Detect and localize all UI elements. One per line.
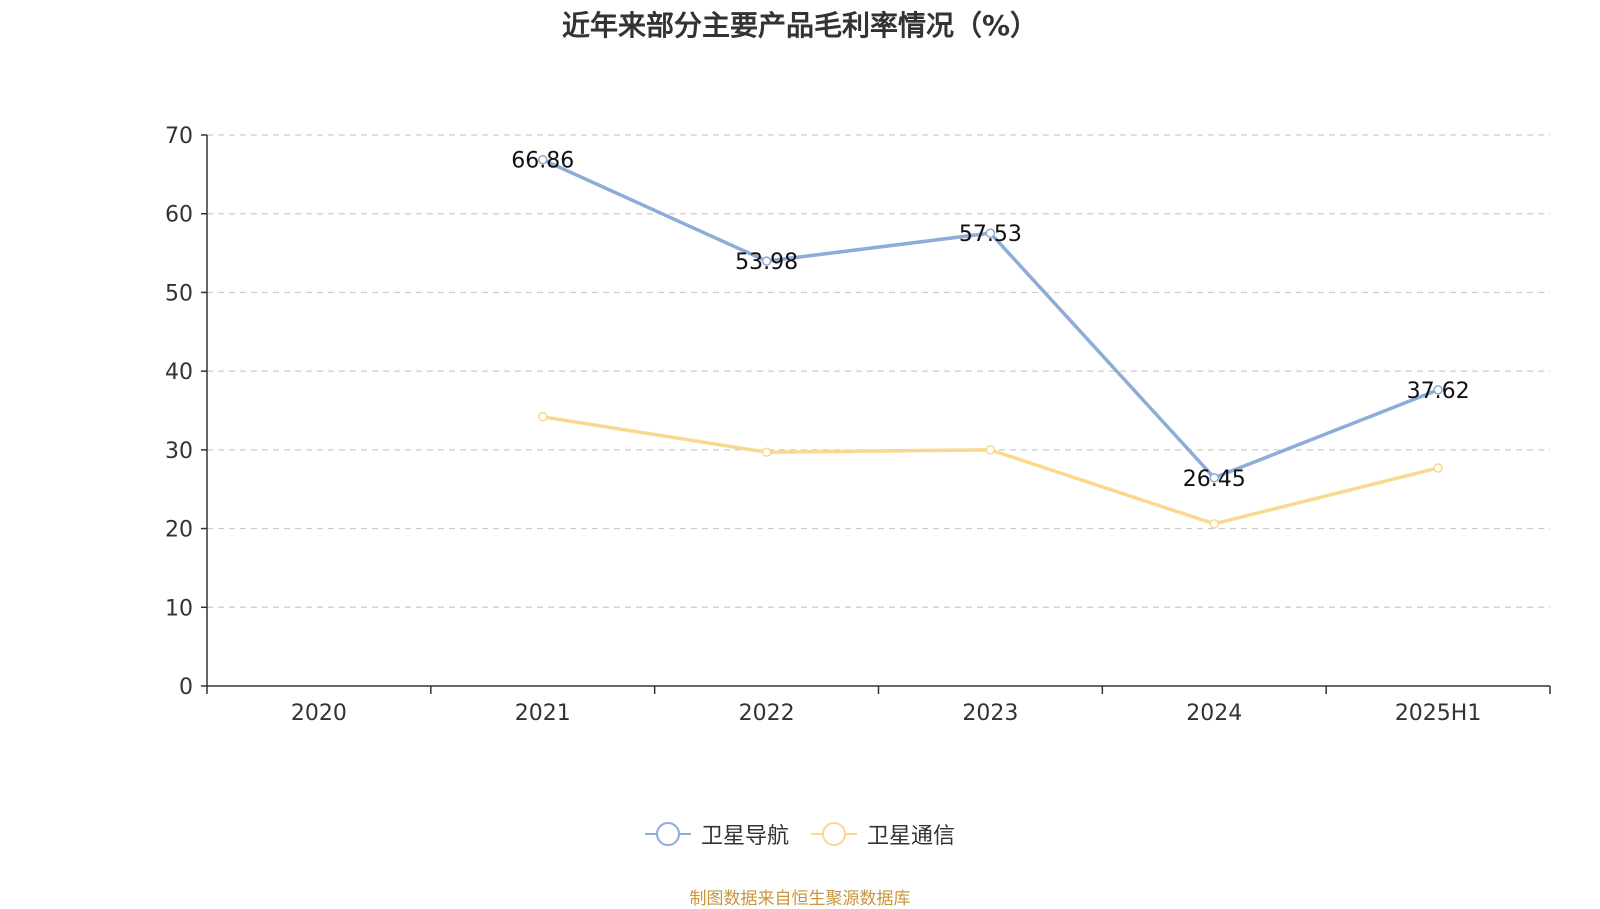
data-point[interactable] bbox=[1209, 473, 1219, 483]
source-note: 制图数据来自恒生聚源数据库 bbox=[689, 889, 911, 909]
data-point[interactable] bbox=[538, 154, 548, 165]
y-tick-label: 40 bbox=[165, 360, 193, 385]
data-point[interactable] bbox=[1433, 385, 1443, 395]
line-chart: 0 10 20 30 40 50 60 70 2020 2021 2022 2023 2024 2025H… bbox=[165, 124, 1551, 726]
legend-item-series-0[interactable]: 卫星导航 bbox=[644, 818, 789, 850]
x-tick-label: 2024 bbox=[1186, 701, 1242, 726]
legend-label-series-1: 卫星通信 bbox=[867, 824, 956, 849]
legend-item-series-1[interactable]: 卫星通信 bbox=[811, 818, 955, 850]
series-line-0 bbox=[542, 158, 1439, 480]
y-tick-label: 0 bbox=[179, 675, 193, 700]
x-tick-label: 2025H1 bbox=[1395, 701, 1482, 726]
y-tick-label: 20 bbox=[165, 518, 193, 543]
data-point[interactable] bbox=[1209, 519, 1219, 529]
data-point[interactable] bbox=[538, 412, 548, 422]
y-tick-label: 30 bbox=[165, 439, 193, 464]
y-tick-label: 70 bbox=[165, 124, 193, 149]
y-tick-label: 60 bbox=[165, 203, 193, 228]
x-tick-label: 2021 bbox=[515, 701, 571, 726]
series-line-1 bbox=[542, 415, 1439, 526]
data-point[interactable] bbox=[985, 228, 996, 238]
x-tick-label: 2022 bbox=[739, 701, 795, 726]
legend-label-series-0: 卫星导航 bbox=[700, 824, 789, 849]
x-tick-label: 2023 bbox=[962, 701, 1018, 726]
data-label: 53.98 bbox=[735, 250, 798, 275]
y-tick-label: 50 bbox=[165, 281, 193, 306]
legend: 卫星导航 卫星通信 bbox=[0, 818, 1600, 850]
data-point[interactable] bbox=[761, 256, 772, 266]
chart-title: 近年来部分主要产品毛利率情况（%） bbox=[561, 9, 1039, 42]
data-label: 37.62 bbox=[1407, 379, 1470, 404]
legend-swatch-series-0 bbox=[644, 822, 691, 846]
data-label: 57.53 bbox=[959, 222, 1022, 247]
y-tick-label: 10 bbox=[165, 596, 193, 621]
data-point[interactable] bbox=[761, 447, 772, 457]
x-tick-label: 2020 bbox=[291, 701, 347, 726]
data-point[interactable] bbox=[1433, 463, 1443, 473]
data-label: 26.45 bbox=[1183, 467, 1246, 492]
legend-swatch-series-1 bbox=[811, 822, 857, 846]
data-label: 66.86 bbox=[511, 149, 574, 174]
data-point[interactable] bbox=[985, 445, 996, 455]
